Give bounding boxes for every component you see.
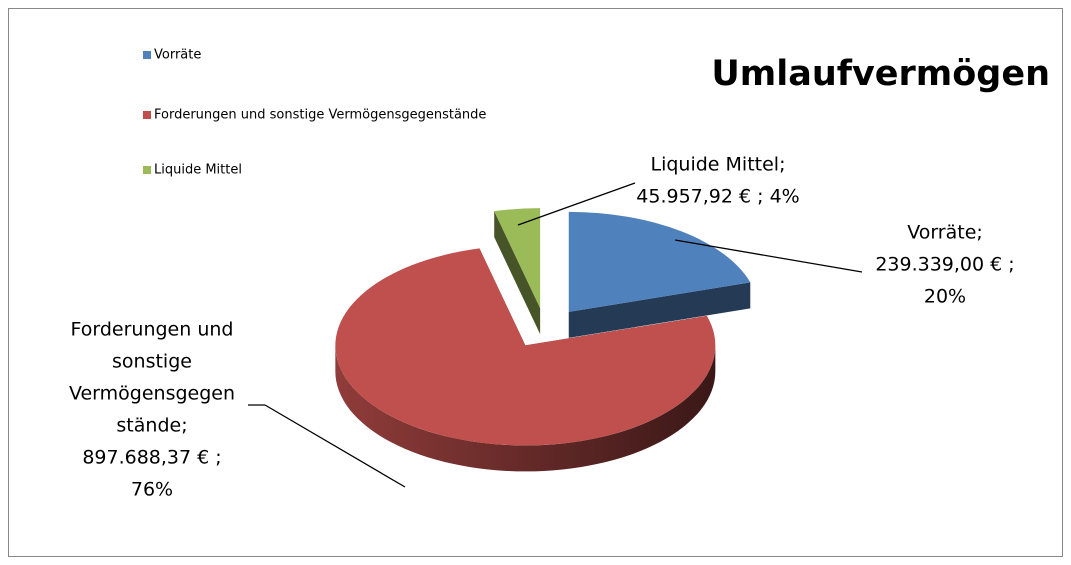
data-label: sonstige bbox=[112, 351, 192, 373]
slice-top bbox=[335, 248, 716, 446]
data-label: 45.957,92 € ; 4% bbox=[636, 186, 799, 208]
leader-line bbox=[674, 239, 863, 273]
data-label: 76% bbox=[131, 479, 173, 501]
slice-outer-wall bbox=[335, 345, 716, 472]
slice-radial-face bbox=[494, 211, 541, 335]
data-label: 239.339,00 € ; bbox=[875, 254, 1014, 276]
legend-swatch bbox=[143, 51, 151, 59]
data-label: Liquide Mittel; bbox=[651, 154, 786, 176]
leader-line bbox=[264, 404, 406, 488]
leader-line bbox=[517, 182, 636, 226]
legend-label: Vorräte bbox=[154, 48, 201, 63]
data-label: 20% bbox=[924, 286, 966, 308]
legend-swatch bbox=[143, 111, 151, 119]
data-label: Vermögensgegen bbox=[69, 383, 235, 405]
legend-label: Liquide Mittel bbox=[154, 163, 242, 178]
pie-slice bbox=[568, 211, 751, 338]
pie-slice bbox=[494, 208, 541, 335]
data-label: 897.688,37 € ; bbox=[82, 447, 221, 469]
legend-label: Forderungen und sonstige Vermögensgegens… bbox=[154, 108, 486, 123]
data-label: Vorräte; bbox=[907, 222, 983, 244]
legend-swatch bbox=[143, 166, 151, 174]
slice-top bbox=[568, 211, 751, 312]
chart-title: Umlaufvermögen bbox=[711, 54, 1050, 94]
slice-top bbox=[494, 208, 541, 309]
slice-radial-face bbox=[568, 282, 751, 338]
pie-slice bbox=[335, 248, 716, 472]
data-label: Forderungen und bbox=[71, 319, 234, 341]
data-label: stände; bbox=[116, 415, 187, 437]
